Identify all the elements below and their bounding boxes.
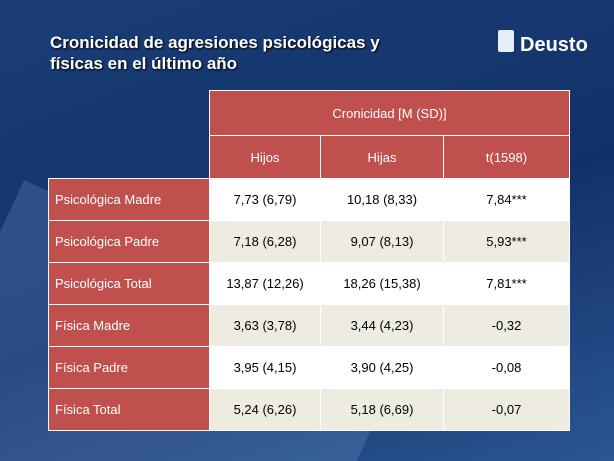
title-line: Cronicidad de agresiones psicológicas y <box>50 33 380 52</box>
column-header: Hijas <box>320 135 444 179</box>
column-header: t(1598) <box>443 135 570 179</box>
data-cell: 3,95 (4,15) <box>209 346 321 389</box>
data-cell: 3,63 (3,78) <box>209 304 321 347</box>
row-label: Psicológica Madre <box>48 178 210 221</box>
data-cell: -0,08 <box>443 346 570 389</box>
row-label: Física Madre <box>48 304 210 347</box>
table-row: Física Total 5,24 (6,26) 5,18 (6,69) -0,07 <box>48 388 570 431</box>
slide-title: Cronicidad de agresiones psicológicas y … <box>50 32 380 74</box>
data-cell: 5,24 (6,26) <box>209 388 321 431</box>
group-header: Cronicidad [M (SD)] <box>209 90 570 136</box>
data-cell: 10,18 (8,33) <box>320 178 444 221</box>
data-cell: 13,87 (12,26) <box>209 262 321 305</box>
data-cell: 3,90 (4,25) <box>320 346 444 389</box>
column-header: Hijos <box>209 135 321 179</box>
data-cell: 7,73 (6,79) <box>209 178 321 221</box>
data-table: Cronicidad [M (SD)] Hijos Hijas t(1598) Ps… <box>48 90 570 431</box>
data-cell: 9,07 (8,13) <box>320 220 444 263</box>
row-label: Física Padre <box>48 346 210 389</box>
data-cell: -0,32 <box>443 304 570 347</box>
row-label: Psicológica Total <box>48 262 210 305</box>
header-row: Hijos Hijas t(1598) <box>49 135 570 179</box>
row-label: Psicológica Padre <box>48 220 210 263</box>
logo-text: Deusto <box>520 34 588 56</box>
empty-cell <box>49 91 210 136</box>
logo-icon <box>498 30 514 52</box>
data-cell: 18,26 (15,38) <box>320 262 444 305</box>
data-cell: 5,93*** <box>443 220 570 263</box>
table-row: Psicológica Padre 7,18 (6,28) 9,07 (8,13) 5… <box>48 220 570 263</box>
data-cell: 3,44 (4,23) <box>320 304 444 347</box>
table-row: Física Padre 3,95 (4,15) 3,90 (4,25) -0,08 <box>48 346 570 389</box>
row-label: Física Total <box>48 388 210 431</box>
data-cell: 5,18 (6,69) <box>320 388 444 431</box>
table-row: Física Madre 3,63 (3,78) 3,44 (4,23) -0,32 <box>48 304 570 347</box>
logo: Deusto <box>498 28 590 56</box>
data-cell: 7,18 (6,28) <box>209 220 321 263</box>
data-cell: 7,81*** <box>443 262 570 305</box>
header-row: Cronicidad [M (SD)] <box>49 90 570 136</box>
data-cell: 7,84*** <box>443 178 570 221</box>
empty-cell <box>49 136 210 179</box>
table-row: Psicológica Madre 7,73 (6,79) 10,18 (8,33)… <box>48 178 570 221</box>
data-cell: -0,07 <box>443 388 570 431</box>
title-line: físicas en el último año <box>50 54 238 73</box>
table-row: Psicológica Total 13,87 (12,26) 18,26 (15,… <box>48 262 570 305</box>
